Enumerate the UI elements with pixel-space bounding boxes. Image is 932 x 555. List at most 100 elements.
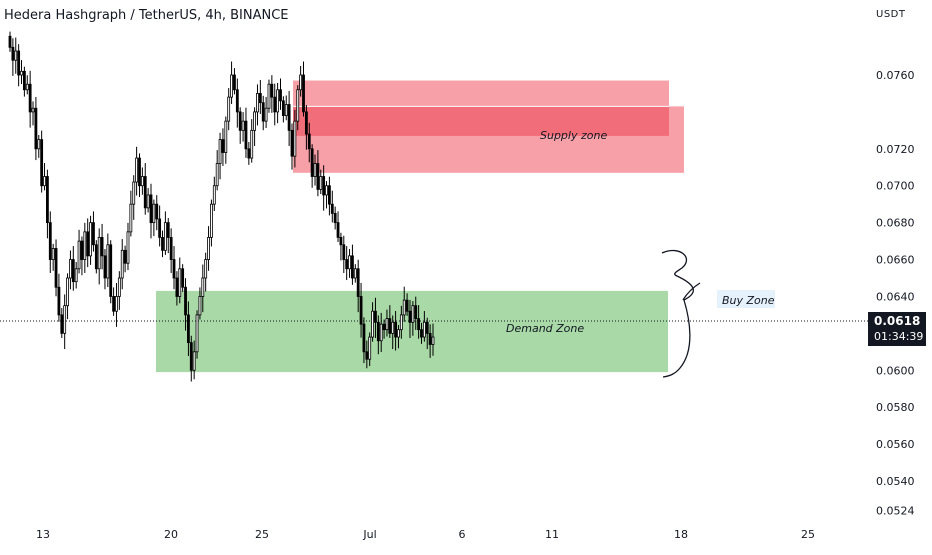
candle-body	[158, 218, 162, 238]
zone-2[interactable]	[156, 290, 668, 373]
candle-body	[342, 244, 346, 260]
time-axis[interactable]: 13 20 25 Jul 6 11 18 25	[36, 528, 815, 541]
candle-body	[368, 336, 372, 360]
candle-body	[388, 318, 392, 334]
candle	[34, 96, 38, 161]
candle-body	[178, 268, 182, 297]
candle	[155, 195, 159, 231]
candle-body	[302, 74, 305, 113]
candle	[221, 128, 225, 166]
candle	[342, 235, 346, 274]
candle-body	[187, 314, 190, 343]
candle	[319, 169, 323, 195]
candle-body	[333, 213, 337, 224]
candle	[374, 297, 377, 338]
candle	[37, 134, 41, 158]
candle	[175, 271, 179, 306]
candle	[233, 68, 236, 95]
candle	[224, 116, 228, 164]
candle	[25, 75, 29, 95]
candle	[330, 190, 334, 223]
candle	[411, 301, 415, 336]
bar-countdown: 01:34:39	[874, 330, 924, 343]
candle	[394, 311, 397, 351]
candle-body	[89, 222, 92, 257]
time-tick: 20	[164, 528, 178, 541]
candle	[302, 61, 305, 117]
candle	[339, 232, 343, 261]
price-axis[interactable]: 0.0760 0.0720 0.0700 0.0680 0.0660 0.0640 0.06…	[876, 69, 915, 518]
candle-body	[66, 277, 69, 307]
supply-zone-label: Supply zone	[540, 129, 607, 142]
candle	[417, 305, 421, 339]
candle	[181, 264, 185, 292]
candle	[210, 199, 213, 247]
candle-body	[69, 259, 72, 279]
candle-body	[417, 318, 421, 331]
candle-body	[57, 286, 61, 316]
candle	[290, 123, 294, 170]
candle	[11, 38, 15, 76]
candle	[158, 205, 162, 247]
candle-body	[140, 176, 144, 187]
candle-body	[405, 299, 409, 312]
candle-body	[86, 231, 90, 257]
candle	[322, 165, 326, 211]
candle-body	[14, 50, 18, 61]
candle	[17, 44, 21, 87]
candle-body	[54, 248, 58, 288]
candle-body	[71, 259, 75, 283]
candle	[270, 75, 274, 113]
candle-body	[399, 314, 403, 331]
candle	[100, 223, 104, 270]
candle	[92, 211, 95, 252]
candle	[276, 82, 280, 124]
price-axis-unit: USDT	[876, 9, 906, 20]
candle	[368, 332, 372, 367]
candle	[204, 252, 208, 292]
last-price-value: 0.0618	[874, 314, 921, 328]
candle	[143, 163, 147, 215]
candle	[267, 79, 271, 113]
candle	[80, 236, 84, 276]
candle-body	[379, 323, 383, 342]
candle-body	[385, 318, 389, 331]
candle	[115, 282, 118, 327]
candle	[201, 264, 205, 313]
candle	[279, 78, 282, 110]
candle-body	[129, 203, 133, 233]
time-tick: Jul	[362, 528, 376, 541]
candle-body	[425, 321, 429, 334]
candle-body	[253, 111, 256, 131]
candle-body	[172, 259, 176, 279]
candle	[43, 163, 46, 191]
candle	[207, 226, 210, 271]
candle	[187, 301, 190, 357]
candle	[189, 335, 193, 382]
candle-body	[51, 248, 55, 260]
candle	[149, 183, 153, 239]
candle-body	[382, 323, 386, 331]
candle	[382, 319, 386, 339]
candle-body	[376, 321, 380, 342]
candle-body	[74, 268, 78, 283]
candle-body	[353, 268, 357, 279]
candle	[250, 119, 254, 163]
candle	[258, 79, 262, 114]
price-tick: 0.0580	[876, 401, 915, 414]
candle-body	[77, 240, 81, 270]
candle	[28, 70, 32, 128]
candle	[256, 84, 259, 126]
candle-body	[273, 96, 277, 113]
candle-body	[307, 133, 311, 150]
candle	[422, 311, 426, 342]
candle	[230, 61, 233, 104]
candle-body	[155, 203, 159, 220]
candle	[307, 122, 311, 163]
candle	[273, 83, 277, 126]
candle-body	[256, 93, 259, 113]
candle-body	[138, 157, 141, 187]
candle-body	[233, 74, 236, 91]
